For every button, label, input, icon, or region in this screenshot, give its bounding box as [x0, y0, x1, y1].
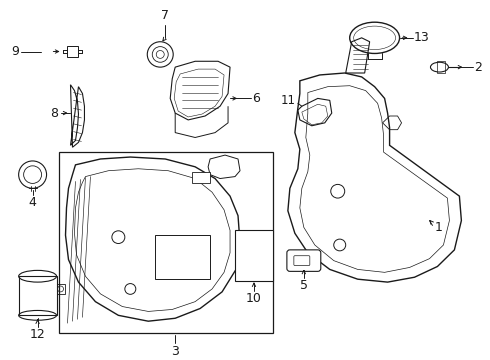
Text: 4: 4	[29, 196, 37, 209]
Text: 12: 12	[30, 328, 46, 341]
Text: 11: 11	[281, 94, 296, 107]
Bar	[235, 230, 273, 281]
Text: 10: 10	[246, 292, 262, 305]
Text: 3: 3	[172, 345, 179, 357]
Text: 7: 7	[161, 9, 169, 22]
Text: 1: 1	[435, 221, 442, 234]
Bar	[192, 172, 210, 183]
Text: 8: 8	[50, 107, 58, 120]
FancyBboxPatch shape	[294, 256, 310, 265]
Bar	[155, 235, 210, 279]
Text: 13: 13	[414, 31, 429, 44]
Bar	[58, 152, 273, 333]
Bar	[67, 46, 78, 57]
FancyBboxPatch shape	[287, 250, 321, 271]
Bar	[19, 276, 56, 315]
Text: 5: 5	[300, 279, 308, 292]
Text: 6: 6	[252, 92, 260, 105]
Text: 9: 9	[11, 45, 19, 58]
Text: 2: 2	[474, 60, 482, 74]
